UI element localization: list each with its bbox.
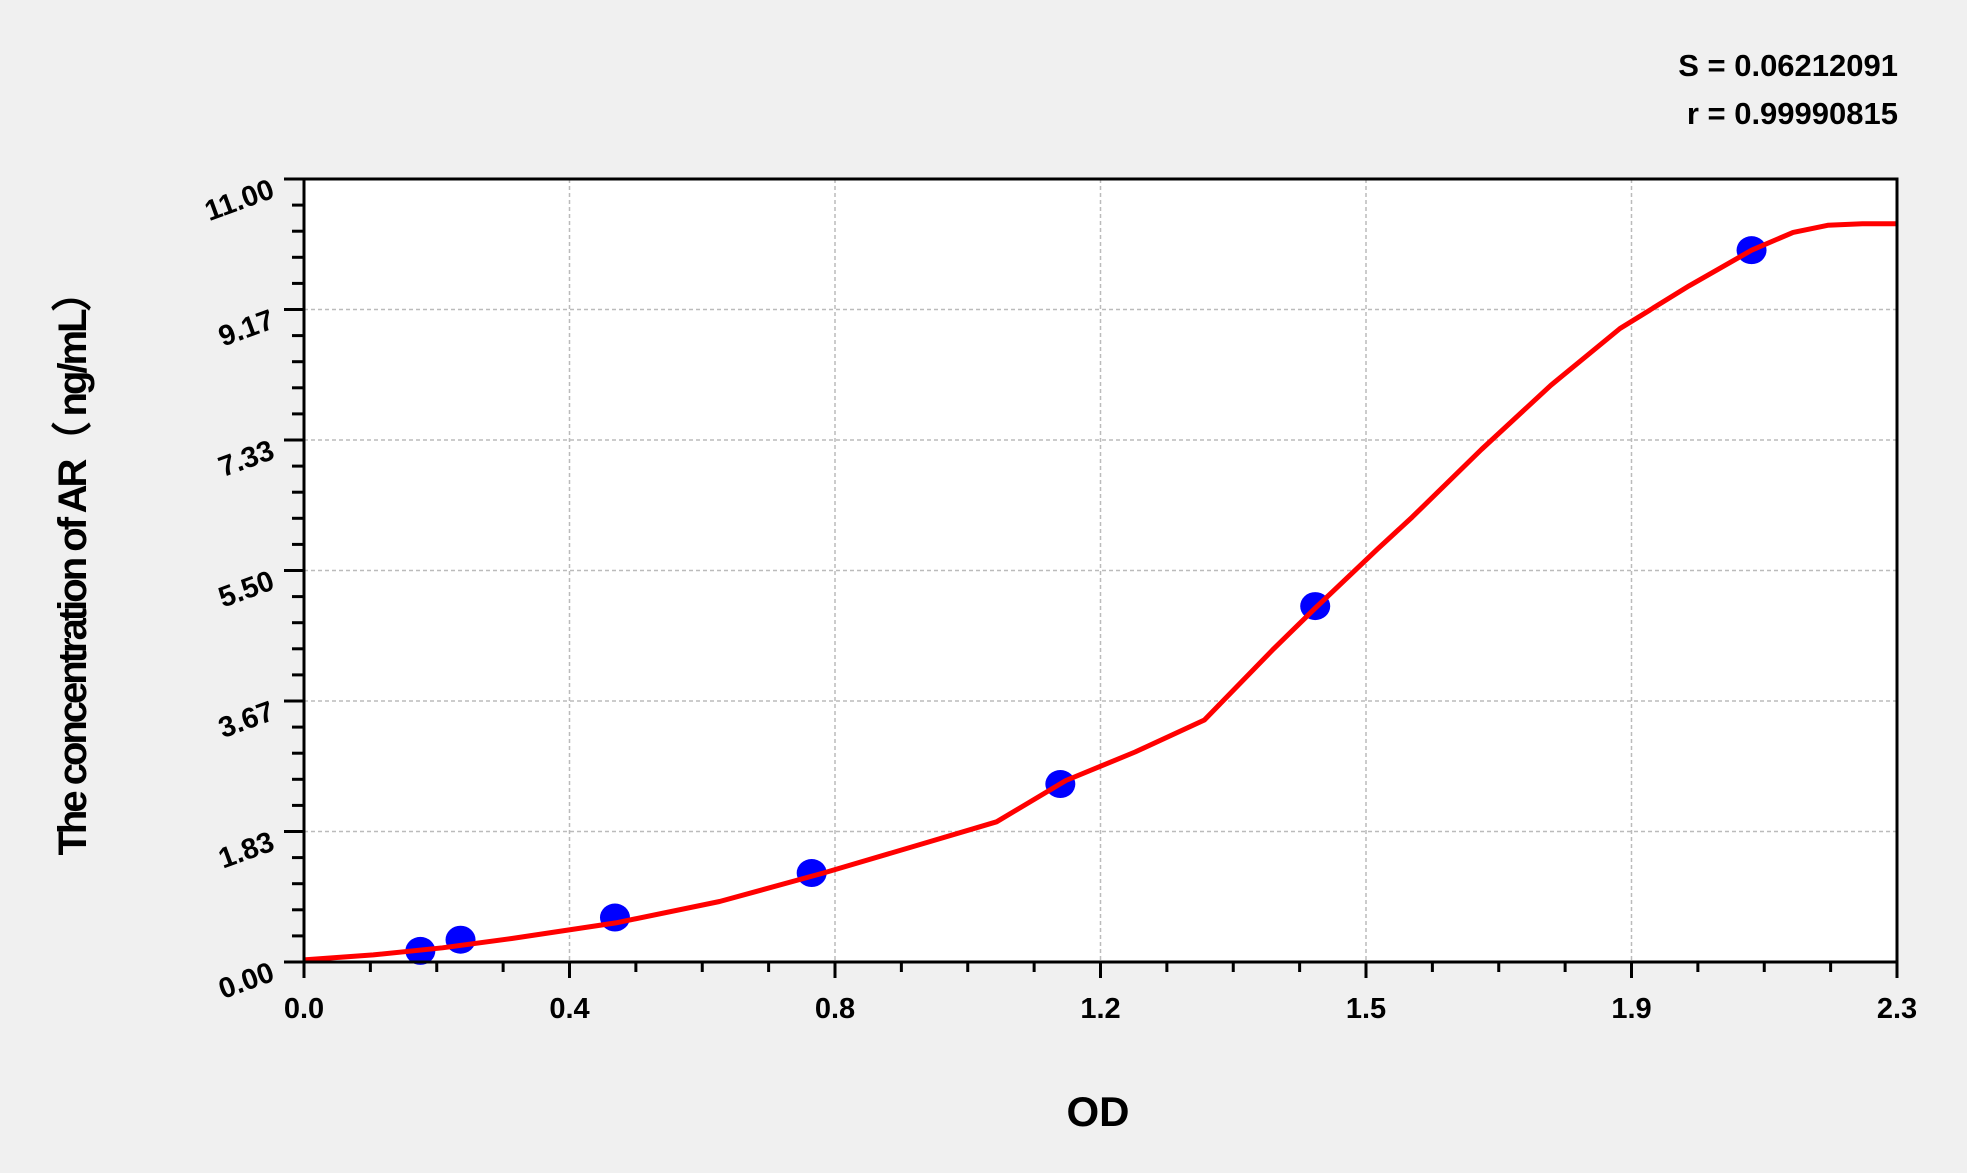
data-point — [445, 925, 476, 954]
axis-ticks — [284, 177, 1899, 978]
grid — [304, 179, 1897, 962]
fit-curve — [303, 221, 1897, 963]
x-axis-title: OD — [1067, 1088, 1130, 1135]
x-tick-label: 1.5 — [1346, 993, 1386, 1025]
x-tick-label: 1.2 — [1080, 993, 1120, 1025]
r-value-annotation: r = 0.99990815 — [1687, 96, 1898, 131]
fit-curve-layer — [303, 221, 1897, 963]
x-tick-label: 2.3 — [1877, 993, 1917, 1025]
x-tick-label: 0.4 — [549, 993, 589, 1025]
x-tick-label: 1.9 — [1611, 993, 1651, 1025]
data-point — [599, 903, 630, 932]
plot-frame — [302, 177, 1899, 964]
x-tick-label: 0.8 — [815, 993, 855, 1025]
s-value-annotation: S = 0.06212091 — [1678, 48, 1898, 83]
y-axis-title: The concentration of AR（ ng/mL） — [51, 274, 95, 855]
x-tick-label: 0.0 — [284, 993, 324, 1025]
